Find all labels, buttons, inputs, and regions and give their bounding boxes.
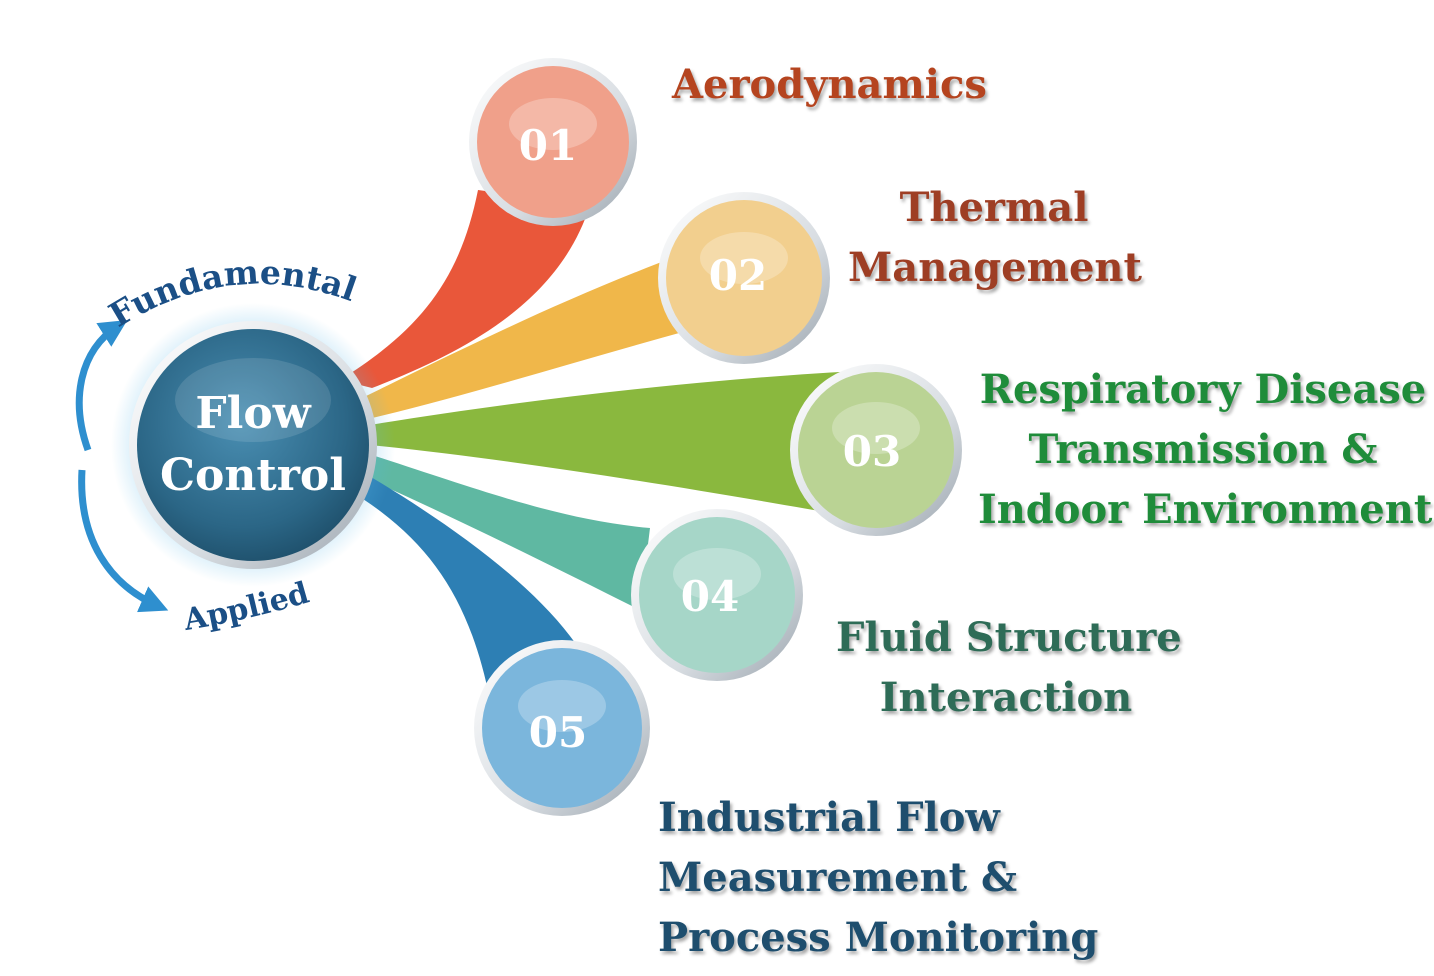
label-03-line1: Respiratory Disease (979, 366, 1427, 413)
center-disc (137, 329, 369, 561)
node-05-highlight (518, 680, 606, 732)
label-aerodynamics: Aerodynamics (672, 55, 987, 115)
label-04-line1: Fluid Structure (836, 614, 1182, 661)
label-thermal-management: Thermal Management (848, 178, 1142, 298)
center-title-line1: Flow (195, 388, 311, 439)
node-01: 01 (469, 58, 637, 226)
label-05-line2: Measurement & (658, 854, 1018, 901)
label-03-line3: Indoor Environment (978, 486, 1433, 533)
node-05: 05 (474, 640, 650, 816)
node-01-highlight (509, 98, 597, 150)
node-02-number: 02 (709, 251, 767, 300)
node-02: 02 (658, 192, 830, 364)
node-04-highlight (673, 548, 761, 600)
label-02-line2: Management (848, 244, 1142, 291)
label-01-line1: Aerodynamics (672, 61, 987, 108)
node-04: 04 (631, 509, 803, 681)
node-03-highlight (832, 402, 920, 454)
node-04-disc (639, 517, 795, 673)
ribbon-01 (340, 190, 590, 388)
label-fluid-structure: Fluid Structure Interaction (836, 608, 1182, 728)
arrow-up-icon (75, 320, 128, 452)
label-respiratory: Respiratory Disease Transmission & Indoo… (978, 360, 1433, 540)
ribbon-02 (362, 255, 690, 418)
center-highlight (175, 358, 331, 442)
label-02-line1: Thermal (899, 184, 1089, 231)
label-05-line1: Industrial Flow (658, 794, 1000, 841)
node-03-number: 03 (843, 427, 901, 476)
node-04-number: 04 (681, 572, 739, 621)
ribbon-03 (370, 372, 842, 515)
center-node: Flow Control (111, 303, 395, 587)
node-05-number: 05 (529, 708, 587, 757)
node-01-number: 01 (519, 121, 577, 170)
label-04-line2: Interaction (879, 674, 1133, 721)
label-03-line2: Transmission & (1028, 426, 1378, 473)
ribbon-05 (352, 474, 580, 700)
label-05-line3: Process Monitoring (658, 914, 1099, 961)
ribbon-04 (366, 455, 650, 610)
ribbons (340, 190, 842, 700)
node-05-disc (482, 648, 642, 808)
node-01-disc (477, 66, 629, 218)
node-02-disc (666, 200, 822, 356)
node-02-highlight (700, 232, 788, 284)
node-03-disc (798, 372, 954, 528)
label-industrial-flow: Industrial Flow Measurement & Process Mo… (658, 788, 1098, 968)
center-title-line2: Control (160, 450, 346, 501)
node-03: 03 (790, 364, 962, 536)
arrow-down-icon (78, 469, 169, 613)
